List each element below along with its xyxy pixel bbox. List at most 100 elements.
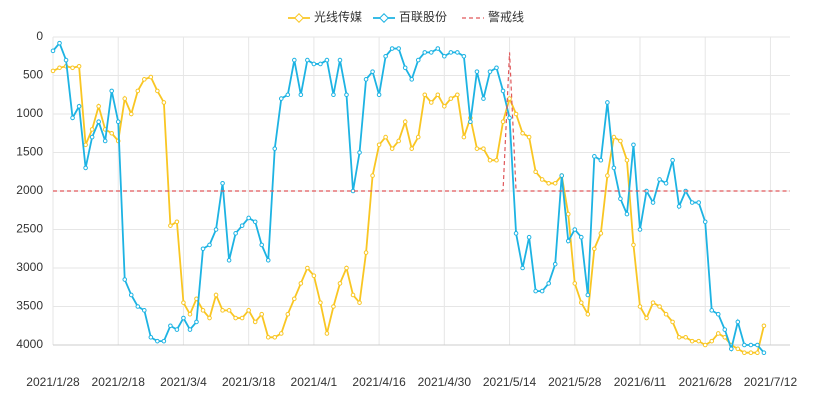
point [663, 181, 669, 186]
point [292, 57, 297, 63]
point [148, 74, 154, 80]
point [142, 308, 147, 313]
point [181, 315, 186, 321]
point [494, 65, 499, 71]
point [350, 292, 356, 298]
point [455, 92, 460, 98]
point [637, 227, 643, 232]
y-tick-label: 500 [23, 68, 43, 82]
point [239, 223, 245, 228]
point [735, 346, 741, 352]
point [389, 146, 395, 151]
point [357, 300, 362, 305]
point [220, 308, 225, 313]
point [539, 177, 545, 182]
point [128, 292, 134, 298]
point [455, 50, 460, 55]
point [592, 154, 597, 159]
point [461, 53, 467, 59]
point [311, 273, 317, 279]
x-tick-label: 2021/3/18 [222, 375, 276, 389]
point [487, 157, 493, 163]
y-tick-label: 4000 [16, 337, 43, 351]
point [448, 96, 454, 101]
point [331, 92, 336, 98]
point [500, 88, 506, 94]
legend-label: 警戒线 [488, 9, 524, 24]
y-tick-label: 2000 [16, 183, 43, 197]
point [148, 335, 154, 340]
point [115, 119, 121, 124]
point [702, 342, 708, 348]
point [265, 258, 271, 263]
point [155, 88, 160, 94]
point [344, 265, 349, 271]
point [272, 335, 278, 340]
point [428, 50, 434, 55]
point [676, 335, 682, 340]
point [598, 157, 604, 163]
point [200, 308, 206, 313]
point [572, 281, 578, 286]
point [598, 231, 604, 236]
point [611, 134, 617, 140]
point [546, 181, 551, 186]
point [155, 338, 160, 344]
point [376, 92, 382, 98]
point [246, 215, 251, 221]
point [592, 246, 597, 252]
point [513, 231, 519, 236]
point [278, 96, 284, 101]
point [122, 277, 128, 282]
point [428, 100, 434, 105]
legend-marker [379, 13, 389, 23]
point [318, 61, 323, 67]
point [631, 142, 636, 148]
point [389, 46, 395, 51]
point [559, 173, 565, 178]
legend-marker [294, 13, 304, 23]
point [383, 134, 388, 140]
point [292, 296, 297, 302]
point [624, 211, 630, 217]
point [520, 265, 525, 271]
point [50, 68, 56, 74]
point [252, 219, 258, 225]
point [344, 92, 349, 98]
point [57, 40, 62, 46]
point [226, 308, 232, 313]
point [226, 258, 232, 263]
point [637, 304, 643, 309]
point [239, 315, 245, 321]
point [689, 200, 695, 205]
point [578, 234, 584, 240]
x-tick-label: 2021/3/4 [160, 375, 207, 389]
point [474, 146, 480, 151]
point [507, 96, 512, 101]
point [128, 111, 134, 117]
point [565, 238, 571, 244]
point [89, 127, 95, 132]
point [311, 61, 317, 67]
point [337, 57, 343, 63]
point [755, 350, 760, 356]
point [761, 323, 767, 329]
point [402, 65, 408, 71]
point [357, 150, 362, 155]
point [552, 261, 558, 267]
point [722, 327, 728, 332]
point [207, 315, 212, 321]
x-tick-label: 2021/1/28 [26, 375, 80, 389]
point [76, 104, 82, 109]
point [102, 138, 108, 144]
point [409, 77, 415, 82]
point [422, 50, 428, 55]
point [461, 134, 467, 140]
point [337, 281, 343, 286]
point [761, 350, 767, 356]
point [670, 157, 675, 163]
point [442, 104, 447, 109]
point [565, 211, 571, 217]
point [298, 92, 304, 98]
point [207, 242, 212, 248]
